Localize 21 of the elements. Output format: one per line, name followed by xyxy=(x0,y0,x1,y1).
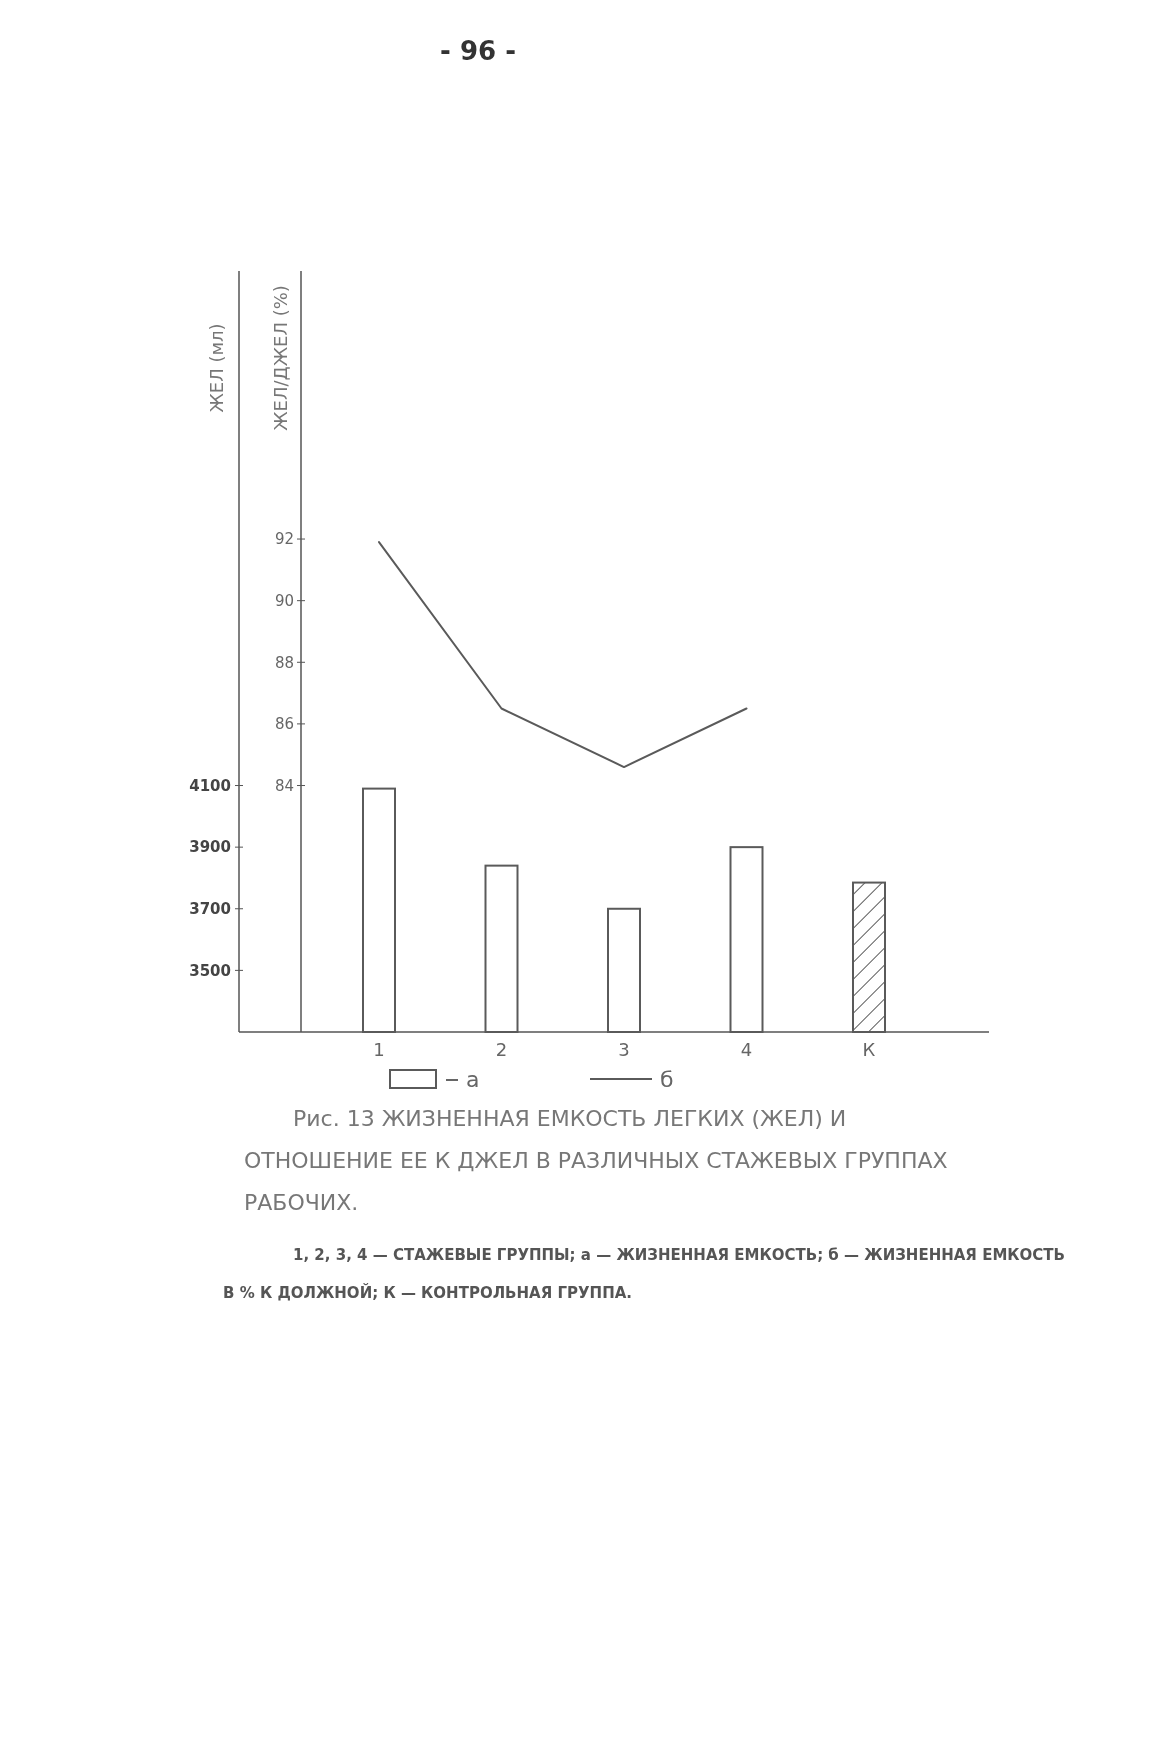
y2-tick-label: 88 xyxy=(274,653,294,672)
x-tick-label: 1 xyxy=(373,1039,385,1060)
x-tick-label: 4 xyxy=(740,1039,753,1060)
text: 1, 2, 3, 4 — СТАЖЕВЫЕ ГРУППЫ; а — ЖИЗНЕННАЯ ЕМКОСТЬ; б — ЖИЗНЕННАЯ ЕМКОСТЬ В % К ДОЛЖНОЙ; К — КОНТРОЛЬНАЯ ГРУППА. xyxy=(223,1246,1065,1302)
y-tick-label: 4100 xyxy=(189,776,231,795)
legend-label: б xyxy=(660,1066,674,1092)
y2-tick-label: 84 xyxy=(274,776,294,795)
legend-label: а xyxy=(466,1066,480,1092)
x-tick-label: К xyxy=(862,1039,876,1060)
x-tick-label: 2 xyxy=(495,1039,508,1060)
y2-tick-label: 86 xyxy=(274,715,294,734)
text: Рис. 13 ЖИЗНЕННАЯ ЕМКОСТЬ ЛЕГКИХ (ЖЕЛ) И ОТНОШЕНИЕ ЕЕ К ДЖЕЛ В РАЗЛИЧНЫХ СТАЖЕВЫХ ГРУППАХ РАБОЧИХ. xyxy=(244,1106,948,1215)
y2-axis-title: ЖЕЛ/ДЖЕЛ (%) xyxy=(270,285,291,431)
y2-tick-label: 90 xyxy=(274,591,294,610)
y-tick-label: 3900 xyxy=(189,838,231,857)
y-tick-label: 3500 xyxy=(189,961,231,980)
y-axis-title: ЖЕЛ (мл) xyxy=(206,323,227,413)
text: - 96 - xyxy=(440,36,516,66)
y-tick-label: 3700 xyxy=(189,900,231,919)
y2-tick-label: 92 xyxy=(274,530,294,549)
x-tick-label: 3 xyxy=(618,1039,630,1060)
